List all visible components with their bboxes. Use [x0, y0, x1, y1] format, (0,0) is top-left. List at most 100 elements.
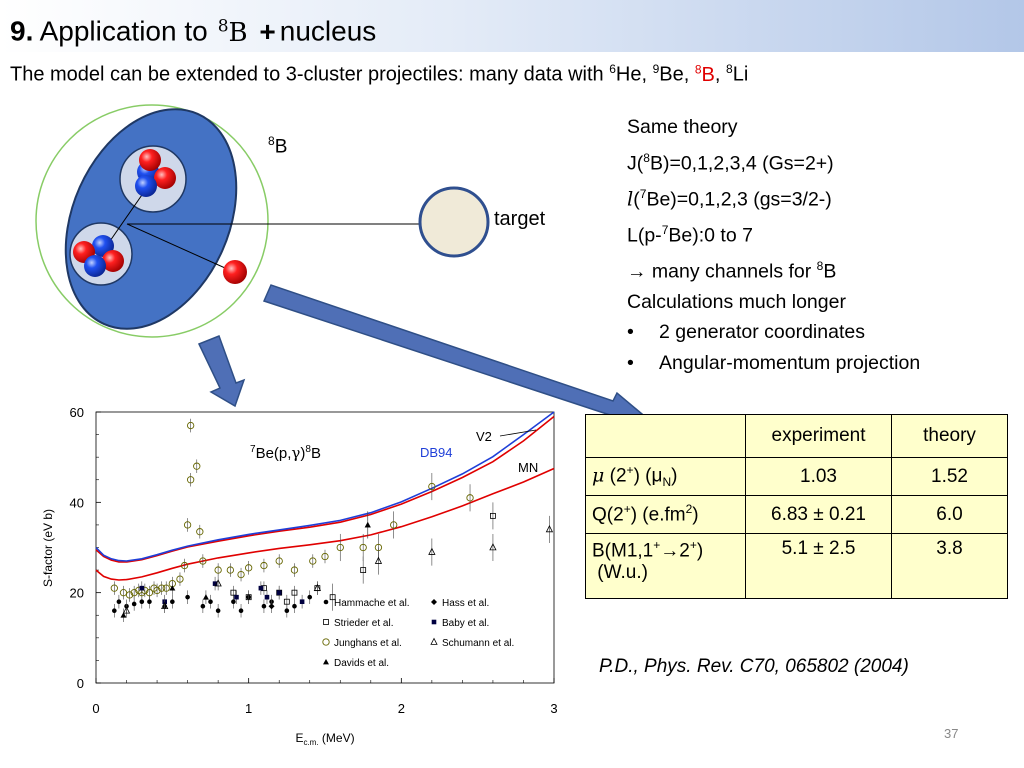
proton-coordinate-line — [126, 223, 235, 273]
valence-proton — [223, 260, 247, 284]
proton — [154, 167, 176, 189]
data-point — [309, 557, 317, 565]
data-point — [291, 589, 298, 596]
y-tick-label: 20 — [70, 586, 84, 601]
bullet-item: • Angular-momentum projection — [627, 348, 920, 379]
bullet-item: • 2 generator coordinates — [627, 317, 920, 348]
table-header: experiment — [745, 414, 892, 458]
data-point — [276, 590, 282, 595]
data-point — [214, 566, 222, 574]
data-point — [489, 543, 497, 551]
data-point — [359, 543, 367, 552]
data-point — [215, 608, 221, 614]
data-point — [125, 591, 134, 599]
data-point — [176, 575, 184, 583]
data-point — [245, 564, 253, 572]
target-label: target — [494, 208, 546, 230]
data-point — [466, 494, 474, 502]
table-row: B(M1,1+→2+) (W.u.) 5.1 ± 2.5 3.8 — [585, 533, 1008, 599]
data-point — [187, 421, 195, 430]
data-point — [261, 603, 267, 609]
legend-marker — [323, 599, 329, 605]
bullet-icon: • — [627, 321, 634, 343]
data-point — [336, 543, 344, 552]
info-line: Same theory — [627, 116, 738, 138]
data-point — [119, 589, 128, 597]
x-tick-label: 2 — [398, 701, 405, 716]
data-point — [234, 594, 239, 600]
data-point — [112, 608, 117, 614]
x-tick-label: 0 — [92, 701, 99, 716]
curve-label-mn: MN — [518, 460, 538, 475]
y-axis-label: S-factor (eV b) — [41, 509, 55, 587]
table-cell: Q(2+) (e.fm2) — [585, 495, 746, 534]
legend-label: Baby et al. — [442, 618, 489, 629]
data-point — [130, 589, 138, 597]
curve-v2 — [95, 415, 555, 563]
data-point — [131, 601, 137, 607]
data-point — [183, 521, 192, 529]
neutron — [84, 255, 106, 277]
reference: P.D., Phys. Rev. C70, 065802 (2004) — [599, 656, 909, 677]
data-point — [237, 570, 245, 579]
info-line: Calculations much longer — [627, 290, 846, 313]
arrow-to-chart — [197, 335, 246, 408]
data-point — [428, 482, 436, 491]
slide-subtitle: The model can be extended to 3-cluster p… — [10, 62, 749, 86]
data-point — [147, 599, 152, 604]
table-cell: 5.1 ± 2.5 — [745, 533, 892, 599]
curve-db94 — [95, 411, 555, 562]
curve-mn — [95, 467, 555, 581]
data-point — [545, 525, 554, 533]
arrow-right-icon: → — [627, 260, 647, 282]
x-tick-label: 3 — [550, 701, 557, 716]
legend-marker — [323, 659, 329, 665]
data-point — [390, 521, 398, 529]
table-cell: 1.03 — [745, 457, 892, 496]
data-point — [428, 547, 436, 555]
info-line: J(8B)=0,1,2,3,4 (Gs=2+) — [627, 150, 834, 175]
data-point — [120, 612, 127, 618]
data-point — [202, 594, 209, 600]
data-point — [187, 476, 195, 484]
data-point — [169, 585, 176, 591]
data-point — [157, 584, 166, 592]
curve-label-db94: DB94 — [420, 445, 453, 460]
data-point — [364, 521, 371, 528]
data-point — [284, 608, 290, 614]
data-point — [212, 581, 218, 586]
data-point — [226, 566, 234, 574]
data-point — [292, 603, 297, 609]
slide-title: 9. Application to 8B + nucleus — [10, 15, 377, 48]
results-table: experiment theory μ (2+) (μN) 1.03 1.52 … — [585, 414, 1008, 599]
legend-marker — [430, 637, 438, 645]
target-nucleus — [418, 186, 490, 258]
proton — [102, 250, 124, 272]
table-cell: 3.8 — [891, 533, 1008, 599]
theory-info: Same theory J(8B)=0,1,2,3,4 (Gs=2+) l(7B… — [627, 112, 920, 378]
data-point — [200, 603, 206, 609]
data-point — [299, 599, 305, 604]
info-line: → many channels for 8B — [627, 258, 837, 283]
data-point — [290, 566, 299, 574]
data-point — [264, 594, 270, 600]
x-axis-label: Ec.m. (MeV) — [295, 731, 354, 747]
data-point — [185, 594, 190, 600]
data-point — [180, 561, 189, 570]
legend-label: Hass et al. — [442, 598, 489, 609]
projectile-label: 8B — [268, 134, 288, 158]
info-line: l(7Be)=0,1,2,3 (gs=3/2-) — [627, 186, 832, 211]
data-point — [139, 585, 145, 591]
data-point — [360, 567, 367, 573]
legend-marker — [323, 619, 329, 625]
data-point — [116, 599, 122, 604]
table-row: μ (2+) (μN) 1.03 1.52 — [585, 457, 1008, 496]
bullet-icon: • — [627, 351, 634, 374]
table-header: theory — [891, 414, 1008, 458]
curve-label-v2: V2 — [476, 429, 492, 444]
data-point — [110, 584, 118, 592]
data-point — [329, 594, 336, 601]
curve-label-v2-pointer — [499, 429, 537, 437]
title-bar — [0, 0, 1024, 52]
